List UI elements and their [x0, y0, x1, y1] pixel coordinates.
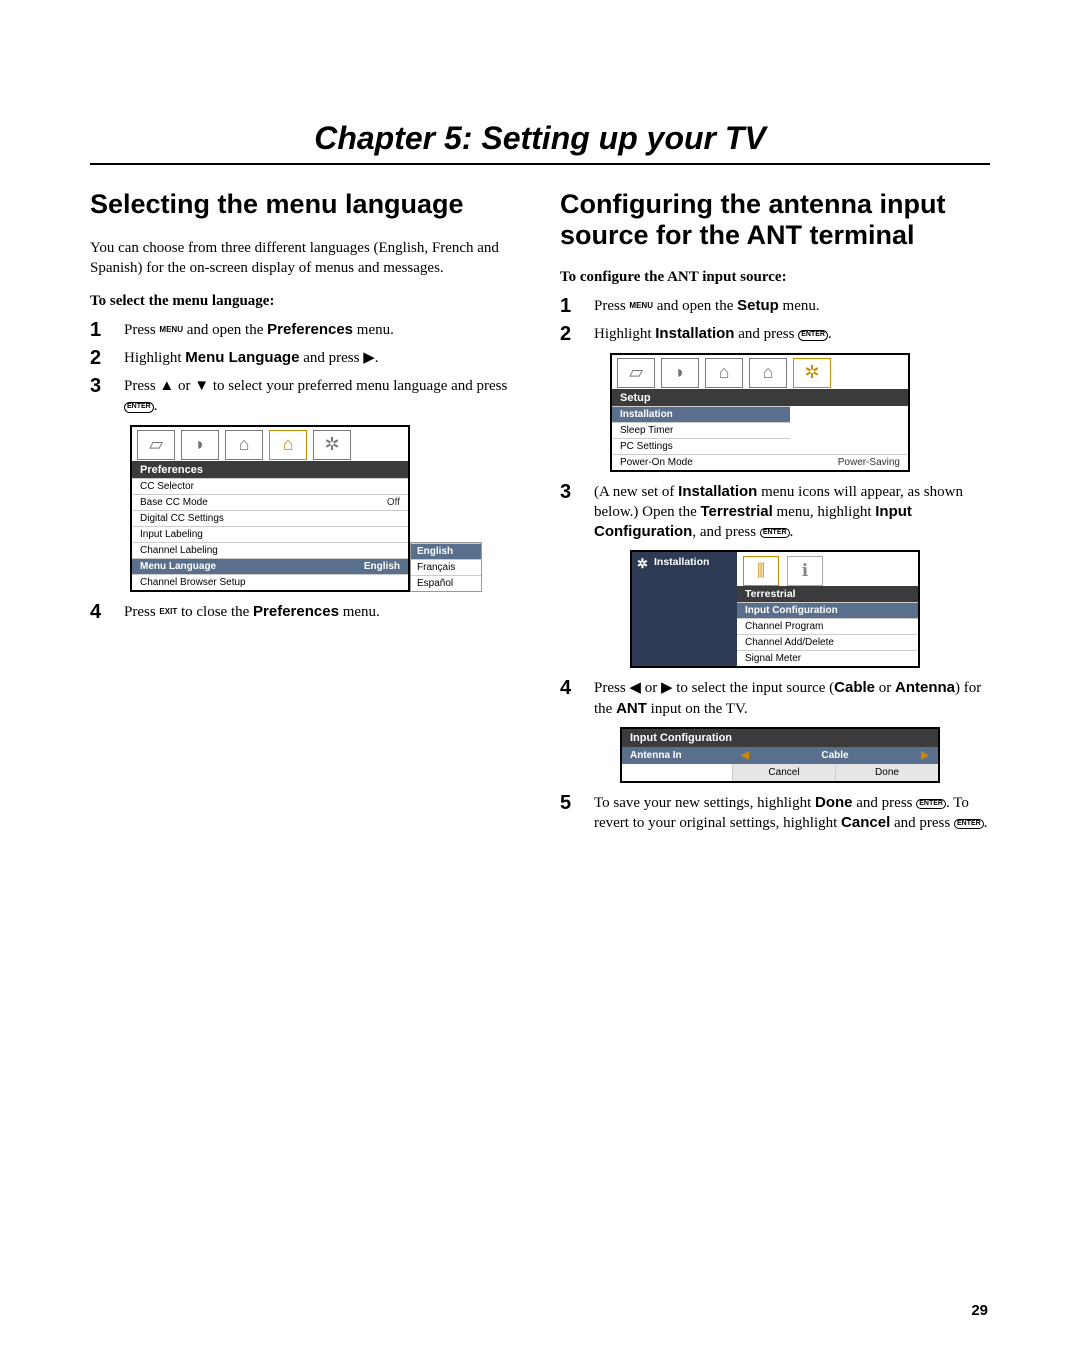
language-submenu: English Français Español — [410, 542, 482, 592]
menu-row-selected: Input Configuration — [737, 602, 918, 618]
menu-row: Input Labeling — [132, 526, 408, 542]
enter-button-icon: ENTER — [798, 330, 828, 340]
done-button: Done — [835, 764, 938, 781]
down-arrow-icon: ▼ — [194, 377, 209, 394]
step-1-r: 1 Press MENU and open the Setup menu. — [560, 296, 990, 316]
left-column: Selecting the menu language You can choo… — [90, 189, 520, 841]
steps-list-left: 1 Press MENU and open the Preferences me… — [90, 320, 520, 417]
input-configuration-screenshot: Input Configuration Antenna In ◀ Cable ▶… — [620, 727, 940, 783]
left-arrow-icon: ◀ — [732, 750, 758, 761]
step-number: 5 — [560, 793, 578, 834]
right-arrow-icon: ▶ — [912, 750, 938, 761]
left-arrow-icon: ◀ — [629, 679, 641, 696]
tab-preferences-icon: ⌂ — [269, 430, 307, 460]
menu-row: Channel Add/Delete — [737, 634, 918, 650]
step-number: 1 — [560, 296, 578, 316]
tab-terrestrial-icon: ⫼ — [743, 556, 779, 586]
step-2-r: 2 Highlight Installation and press ENTER… — [560, 324, 990, 344]
chapter-title: Chapter 5: Setting up your TV — [90, 120, 990, 157]
step-2: 2 Highlight Menu Language and press ▶. — [90, 348, 520, 368]
menu-header: Input Configuration — [622, 729, 938, 747]
submenu-option: Français — [411, 559, 481, 575]
step-3-r: 3 (A new set of Installation menu icons … — [560, 482, 990, 543]
menu-row: Channel Browser Setup — [132, 574, 408, 590]
steps-list-left-2: 4 Press EXIT to close the Preferences me… — [90, 602, 520, 622]
enter-button-icon: ENTER — [916, 799, 946, 809]
tab-setup-icon: ✲ — [793, 358, 831, 388]
intro-text: You can choose from three different lang… — [90, 238, 520, 279]
page-number: 29 — [971, 1302, 988, 1319]
menu-row: Channel Program — [737, 618, 918, 634]
step-1: 1 Press MENU and open the Preferences me… — [90, 320, 520, 340]
submenu-option: Español — [411, 575, 481, 591]
chapter-divider — [90, 163, 990, 165]
step-number: 3 — [560, 482, 578, 543]
steps-list-right-3: 4 Press ◀ or ▶ to select the input sourc… — [560, 678, 990, 719]
step-5-r: 5 To save your new settings, highlight D… — [560, 793, 990, 834]
step-number: 4 — [90, 602, 108, 622]
step-number: 1 — [90, 320, 108, 340]
button-row: Cancel Done — [622, 764, 938, 781]
step-4-r: 4 Press ◀ or ▶ to select the input sourc… — [560, 678, 990, 719]
enter-button-icon: ENTER — [124, 402, 154, 412]
tab-audio-icon: ◗ — [661, 358, 699, 388]
right-arrow-icon: ▶ — [661, 679, 673, 696]
steps-list-right-4: 5 To save your new settings, highlight D… — [560, 793, 990, 834]
enter-button-icon: ENTER — [760, 528, 790, 538]
tab-picture-icon: ▱ — [617, 358, 655, 388]
submenu-option-selected: English — [411, 543, 481, 559]
menu-row: Digital CC Settings — [132, 510, 408, 526]
menu-tab-row: ▱ ◗ ⌂ ⌂ ✲ — [132, 427, 408, 461]
menu-row-selected: Menu LanguageEnglish — [132, 558, 408, 574]
exit-button-icon: EXIT — [159, 608, 177, 616]
section-heading-left: Selecting the menu language — [90, 189, 520, 220]
menu-row: Base CC ModeOff — [132, 494, 408, 510]
step-number: 4 — [560, 678, 578, 719]
menu-row: Sleep Timer — [612, 422, 790, 438]
installation-sidebar: ✲ Installation — [632, 552, 737, 666]
gear-icon: ✲ — [635, 556, 650, 571]
tab-audio-icon: ◗ — [181, 430, 219, 460]
cancel-button: Cancel — [732, 764, 835, 781]
preferences-menu-screenshot: ▱ ◗ ⌂ ⌂ ✲ Preferences CC Selector Base C… — [130, 425, 410, 592]
step-3: 3 Press ▲ or ▼ to select your preferred … — [90, 376, 520, 417]
tab-info-icon: ℹ — [787, 556, 823, 586]
menu-row: Channel Labeling — [132, 542, 408, 558]
tab-preferences-icon: ⌂ — [749, 358, 787, 388]
setup-menu-screenshot: ▱ ◗ ⌂ ⌂ ✲ Setup Installation Sleep Timer… — [610, 353, 910, 472]
menu-header: Preferences — [132, 461, 408, 478]
tab-applications-icon: ⌂ — [225, 430, 263, 460]
menu-row: CC Selector — [132, 478, 408, 494]
tab-applications-icon: ⌂ — [705, 358, 743, 388]
up-arrow-icon: ▲ — [159, 377, 174, 394]
steps-list-right-2: 3 (A new set of Installation menu icons … — [560, 482, 990, 543]
installation-tabs: ⫼ ℹ — [737, 552, 918, 586]
enter-button-icon: ENTER — [954, 819, 984, 829]
menu-tab-row: ▱ ◗ ⌂ ⌂ ✲ — [612, 355, 908, 389]
lead-text-left: To select the menu language: — [90, 293, 520, 310]
input-row-selected: Antenna In ◀ Cable ▶ — [622, 747, 938, 764]
right-column: Configuring the antenna input source for… — [560, 189, 990, 841]
section-heading-right: Configuring the antenna input source for… — [560, 189, 990, 251]
installation-menu-screenshot: ✲ Installation ⫼ ℹ Terrestrial Input Con… — [630, 550, 920, 668]
menu-button-icon: MENU — [159, 326, 183, 334]
right-arrow-icon: ▶ — [363, 349, 375, 366]
menu-row-selected: Installation — [612, 406, 790, 422]
lead-text-right: To configure the ANT input source: — [560, 269, 990, 286]
menu-row: Power-On ModePower-Saving — [612, 454, 908, 470]
step-number: 3 — [90, 376, 108, 417]
menu-header: Setup — [612, 389, 908, 406]
tab-picture-icon: ▱ — [137, 430, 175, 460]
menu-header: Terrestrial — [737, 586, 918, 602]
step-4: 4 Press EXIT to close the Preferences me… — [90, 602, 520, 622]
step-number: 2 — [90, 348, 108, 368]
steps-list-right: 1 Press MENU and open the Setup menu. 2 … — [560, 296, 990, 345]
menu-row: Signal Meter — [737, 650, 918, 666]
tab-setup-icon: ✲ — [313, 430, 351, 460]
menu-button-icon: MENU — [629, 302, 653, 310]
step-number: 2 — [560, 324, 578, 344]
menu-row: PC Settings — [612, 438, 790, 454]
